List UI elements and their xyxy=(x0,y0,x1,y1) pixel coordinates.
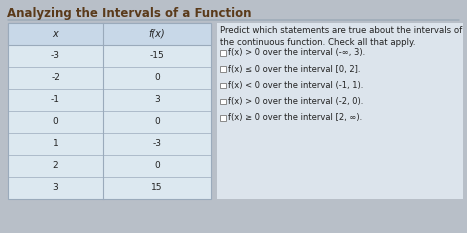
Text: x: x xyxy=(53,29,58,39)
Text: f(x): f(x) xyxy=(149,29,165,39)
Text: 15: 15 xyxy=(151,184,163,192)
Text: -3: -3 xyxy=(153,140,162,148)
Text: 0: 0 xyxy=(154,73,160,82)
Text: -15: -15 xyxy=(149,51,164,61)
Text: f(x) < 0 over the interval (-1, 1).: f(x) < 0 over the interval (-1, 1). xyxy=(228,81,364,90)
Bar xyxy=(8,23,211,45)
Text: 0: 0 xyxy=(154,161,160,171)
Text: f(x) ≥ 0 over the interval [2, ∞).: f(x) ≥ 0 over the interval [2, ∞). xyxy=(228,113,363,122)
Text: 3: 3 xyxy=(53,184,58,192)
Text: f(x) > 0 over the interval (-2, 0).: f(x) > 0 over the interval (-2, 0). xyxy=(228,97,364,106)
Text: 0: 0 xyxy=(154,117,160,127)
Bar xyxy=(220,115,226,120)
Text: -3: -3 xyxy=(51,51,60,61)
Text: 1: 1 xyxy=(53,140,58,148)
Text: 3: 3 xyxy=(154,96,160,104)
Bar xyxy=(220,83,226,88)
Text: 2: 2 xyxy=(53,161,58,171)
Bar xyxy=(220,99,226,104)
Bar xyxy=(217,23,463,199)
Text: Predict which statements are true about the intervals of
the continuous function: Predict which statements are true about … xyxy=(220,26,462,47)
Bar xyxy=(8,23,211,199)
Text: -2: -2 xyxy=(51,73,60,82)
Text: f(x) ≤ 0 over the interval [0, 2].: f(x) ≤ 0 over the interval [0, 2]. xyxy=(228,65,361,74)
Text: f(x) > 0 over the interval (-∞, 3).: f(x) > 0 over the interval (-∞, 3). xyxy=(228,48,366,58)
Bar xyxy=(220,66,226,72)
Bar xyxy=(220,50,226,56)
Text: -1: -1 xyxy=(51,96,60,104)
Text: 0: 0 xyxy=(53,117,58,127)
Text: Analyzing the Intervals of a Function: Analyzing the Intervals of a Function xyxy=(7,7,252,20)
